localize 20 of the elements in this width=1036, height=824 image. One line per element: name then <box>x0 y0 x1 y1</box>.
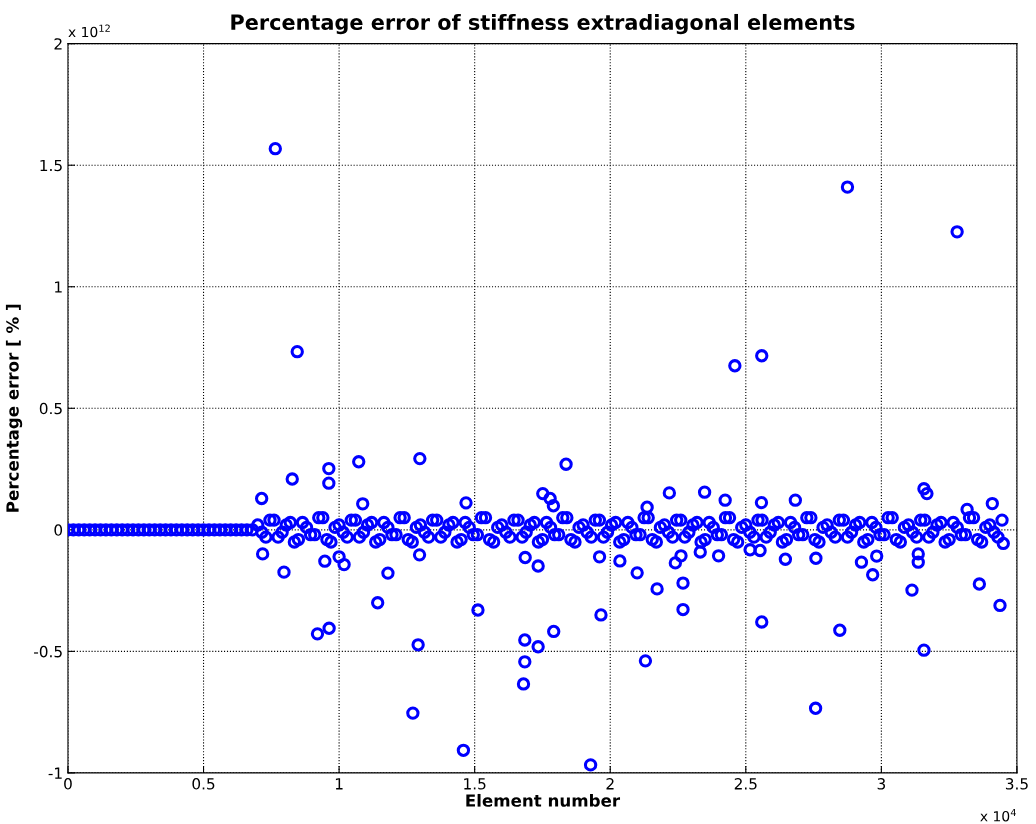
x-tick-label: 1 <box>335 778 343 790</box>
y-axis-title: Percentage error [ % ] <box>5 304 23 512</box>
y-tick-label: 1.5 <box>40 159 62 172</box>
x-tick-label: 0 <box>64 778 72 790</box>
y-tick-label: 0 <box>54 524 63 536</box>
x-tick-label: 3 <box>877 778 886 790</box>
text: x 10$^{12}$ <box>68 24 110 38</box>
y-tick-label: 0.5 <box>39 402 62 415</box>
y-tick-label: 1 <box>55 281 62 293</box>
x-tick-label: 1.5 <box>464 778 486 790</box>
y-tick-label: 2 <box>54 38 62 50</box>
x-tick-label: 2.5 <box>734 778 757 790</box>
x-tick-label: 0.5 <box>192 778 215 790</box>
x-tick-label: 3.5 <box>1005 778 1028 790</box>
text: x 10$^{4}$ <box>980 808 1016 822</box>
y-tick-label: -0.5 <box>34 645 62 658</box>
y-tick-label: -1 <box>48 767 62 779</box>
x-tick-label: 2 <box>606 778 614 790</box>
chart-title: Percentage error of stiffness extradiagonal elements <box>231 13 855 35</box>
x-axis-title: Element number <box>466 793 621 807</box>
